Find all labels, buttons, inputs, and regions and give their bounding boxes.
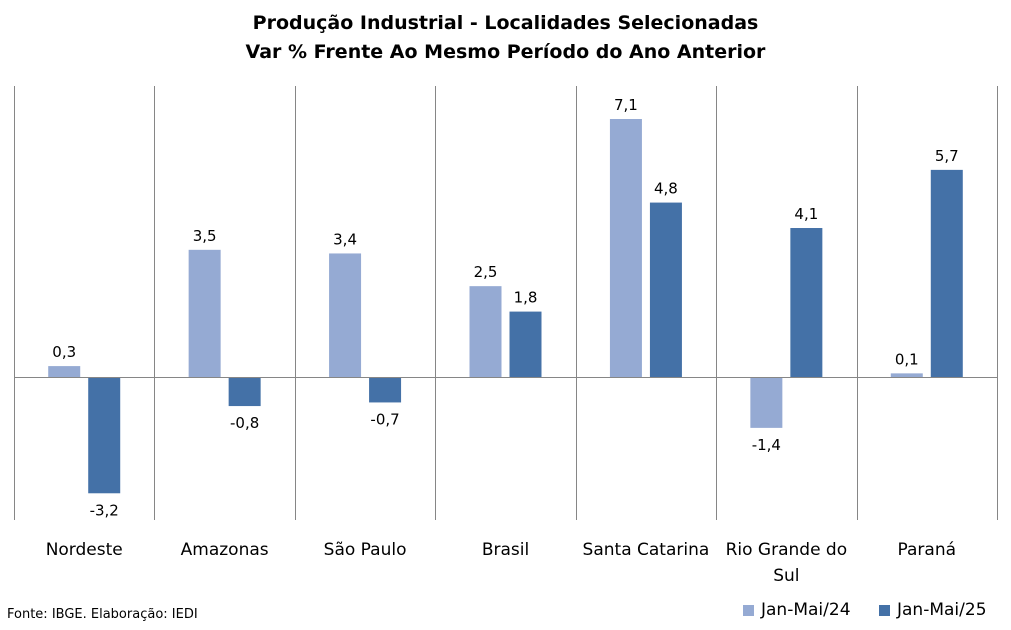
category-label: Brasil <box>482 540 529 560</box>
bar-2 <box>649 202 682 377</box>
legend-label-series-1: Jan-Mai/24 <box>761 600 851 620</box>
bar-2 <box>930 169 963 377</box>
bar-2 <box>228 377 261 407</box>
data-label: -0,7 <box>370 410 399 428</box>
legend-swatch-series-1 <box>743 604 754 616</box>
category-label: Paraná <box>898 540 957 560</box>
bar-1 <box>750 377 783 428</box>
bar-chart: 0,3 3,5 3,4 2,5 7,1 -1,4 0,1 -3,2 -0,8 -0,7 1,8 4,8… <box>14 86 998 586</box>
category-label: Rio Grande do <box>726 540 848 560</box>
bar-1 <box>48 366 81 377</box>
category-label: Sul <box>773 566 799 586</box>
data-label: -1,4 <box>752 436 781 454</box>
category-label: Nordeste <box>46 540 123 560</box>
bar-1 <box>609 119 642 377</box>
bar-1 <box>329 253 362 377</box>
data-label: 7,1 <box>614 96 638 114</box>
data-label: 0,3 <box>52 343 76 361</box>
bar-2 <box>88 377 121 494</box>
data-label: 2,5 <box>474 263 498 281</box>
data-label: 1,8 <box>514 289 538 307</box>
data-label: -3,2 <box>90 501 119 519</box>
data-label: 0,1 <box>895 350 919 368</box>
chart-title: Produção Industrial - Localidades Seleci… <box>252 12 759 34</box>
bar-2 <box>509 311 542 377</box>
category-label: São Paulo <box>324 540 407 560</box>
data-label: -0,8 <box>230 414 259 432</box>
legend-item-series-1: Jan-Mai/24 <box>743 600 851 620</box>
bar-2 <box>790 228 823 377</box>
bar-1 <box>188 249 221 377</box>
data-label: 4,1 <box>794 205 818 223</box>
legend-label-series-2: Jan-Mai/25 <box>897 600 987 620</box>
bar-2 <box>369 377 402 403</box>
data-label: 4,8 <box>654 180 678 198</box>
legend-swatch-series-2 <box>879 604 890 616</box>
bar-1 <box>469 286 502 377</box>
data-label: 5,7 <box>935 147 959 165</box>
legend-item-series-2: Jan-Mai/25 <box>879 600 987 620</box>
bar-1 <box>890 373 923 377</box>
data-label: 3,5 <box>193 227 217 245</box>
chart-subtitle: Var % Frente Ao Mesmo Período do Ano Ant… <box>245 41 766 63</box>
category-label: Amazonas <box>181 540 269 560</box>
category-label: Santa Catarina <box>583 540 710 560</box>
data-label: 3,4 <box>333 230 357 248</box>
source-note: Fonte: IBGE. Elaboração: IEDI <box>7 607 198 622</box>
